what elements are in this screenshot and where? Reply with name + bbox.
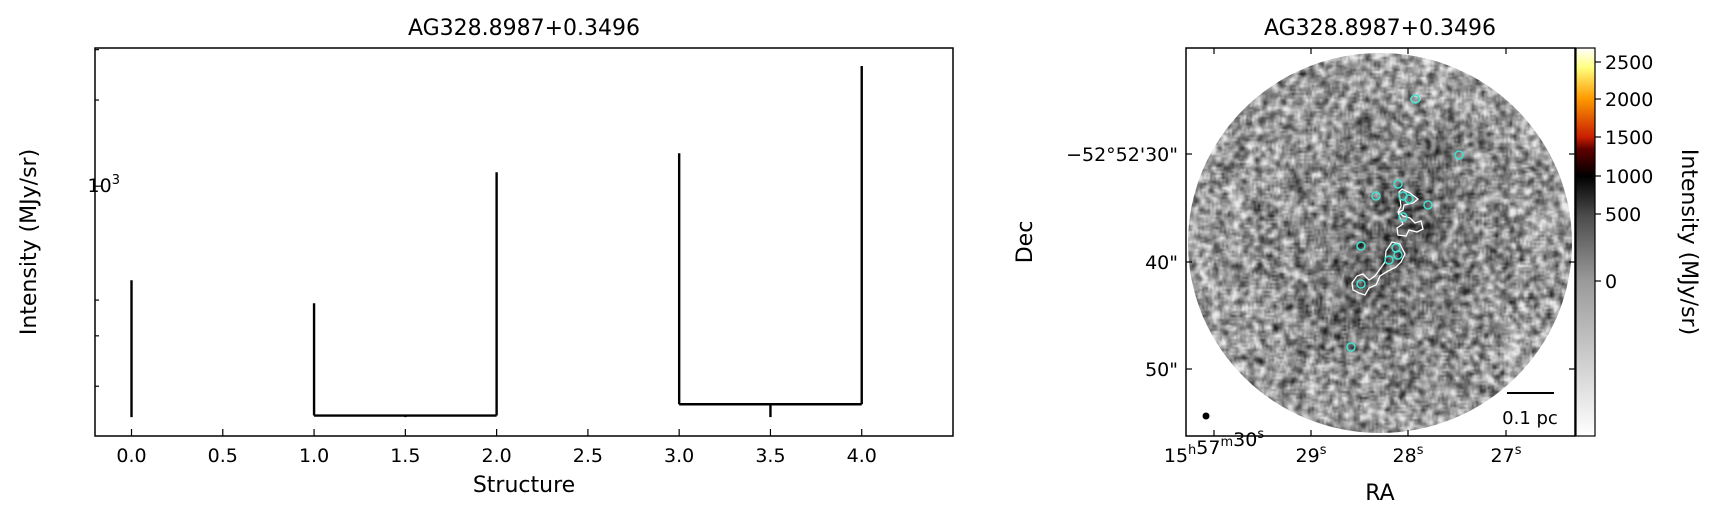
x-tick-label: 3.5 — [755, 445, 785, 467]
map-frame — [1185, 47, 1576, 437]
x-tick-label: 1.0 — [299, 445, 329, 467]
beam-marker — [1202, 412, 1210, 420]
source-marker — [1454, 150, 1464, 160]
x-tick-label: 0.5 — [208, 445, 238, 467]
contour — [1351, 241, 1406, 296]
x-tick-label: 3.0 — [664, 445, 694, 467]
ra-axis-label: RA — [1365, 481, 1394, 506]
dec-tick-label: −52°52'30" — [1066, 144, 1178, 166]
source-marker — [1356, 241, 1366, 251]
dec-tick-label: 50" — [1145, 359, 1178, 381]
colorbar-tick-label: 2000 — [1605, 89, 1653, 111]
left-plot-frame — [94, 47, 954, 437]
colorbar-tick-label: 2500 — [1605, 52, 1653, 74]
scale-bar-label: 0.1 pc — [1502, 408, 1558, 429]
contour — [1396, 188, 1424, 237]
dec-tick-label: 40" — [1145, 252, 1178, 274]
y-tick-label-1000: 103 — [88, 173, 120, 197]
source-marker — [1346, 342, 1356, 352]
source-marker — [1393, 250, 1403, 260]
source-marker — [1384, 255, 1394, 265]
source-marker — [1356, 279, 1366, 289]
colorbar-tick-label: 1000 — [1605, 166, 1653, 188]
ra-tick-label: 15h57m30s — [1164, 427, 1264, 467]
ra-tick-label: 27s — [1491, 443, 1522, 467]
colorbar-tick-label: 0 — [1605, 271, 1617, 293]
right-title: AG328.8987+0.3496 — [1264, 16, 1496, 41]
dec-axis-label: Dec — [1013, 221, 1038, 264]
x-tick-label: 0.0 — [116, 445, 146, 467]
ra-tick-label: 29s — [1296, 443, 1327, 467]
x-tick-label: 4.0 — [847, 445, 877, 467]
contour-group — [1351, 94, 1424, 296]
x-tick-label: 2.0 — [482, 445, 512, 467]
ra-tick-label: 28s — [1393, 443, 1424, 467]
dendrogram-panel: AG328.8987+0.3496 0.0 0.5 1.0 1.5 2.0 2.5 3.0 3… — [17, 16, 954, 498]
left-title: AG328.8987+0.3496 — [408, 16, 640, 41]
x-tick-label: 1.5 — [390, 445, 420, 467]
intensity-map-image — [1188, 53, 1572, 433]
source-marker — [1393, 179, 1403, 189]
colorbar — [1575, 47, 1596, 437]
map-panel: AG328.8987+0.3496 15h57m30s 29s 28s 27s −52°… — [1013, 16, 1701, 506]
source-marker — [1423, 200, 1433, 210]
source-marker — [1410, 94, 1421, 104]
colorbar-tick-label: 1500 — [1605, 127, 1653, 149]
colorbar-tick-label: 500 — [1605, 204, 1641, 226]
source-marker — [1371, 191, 1381, 201]
x-tick-label: 2.5 — [573, 445, 603, 467]
x-axis-label: Structure — [473, 473, 575, 498]
source-marker — [1404, 194, 1414, 204]
y-axis-label: Intensity (MJy/sr) — [17, 149, 42, 335]
source-marker — [1398, 212, 1408, 222]
colorbar-label: Intensity (MJy/sr) — [1676, 149, 1701, 335]
